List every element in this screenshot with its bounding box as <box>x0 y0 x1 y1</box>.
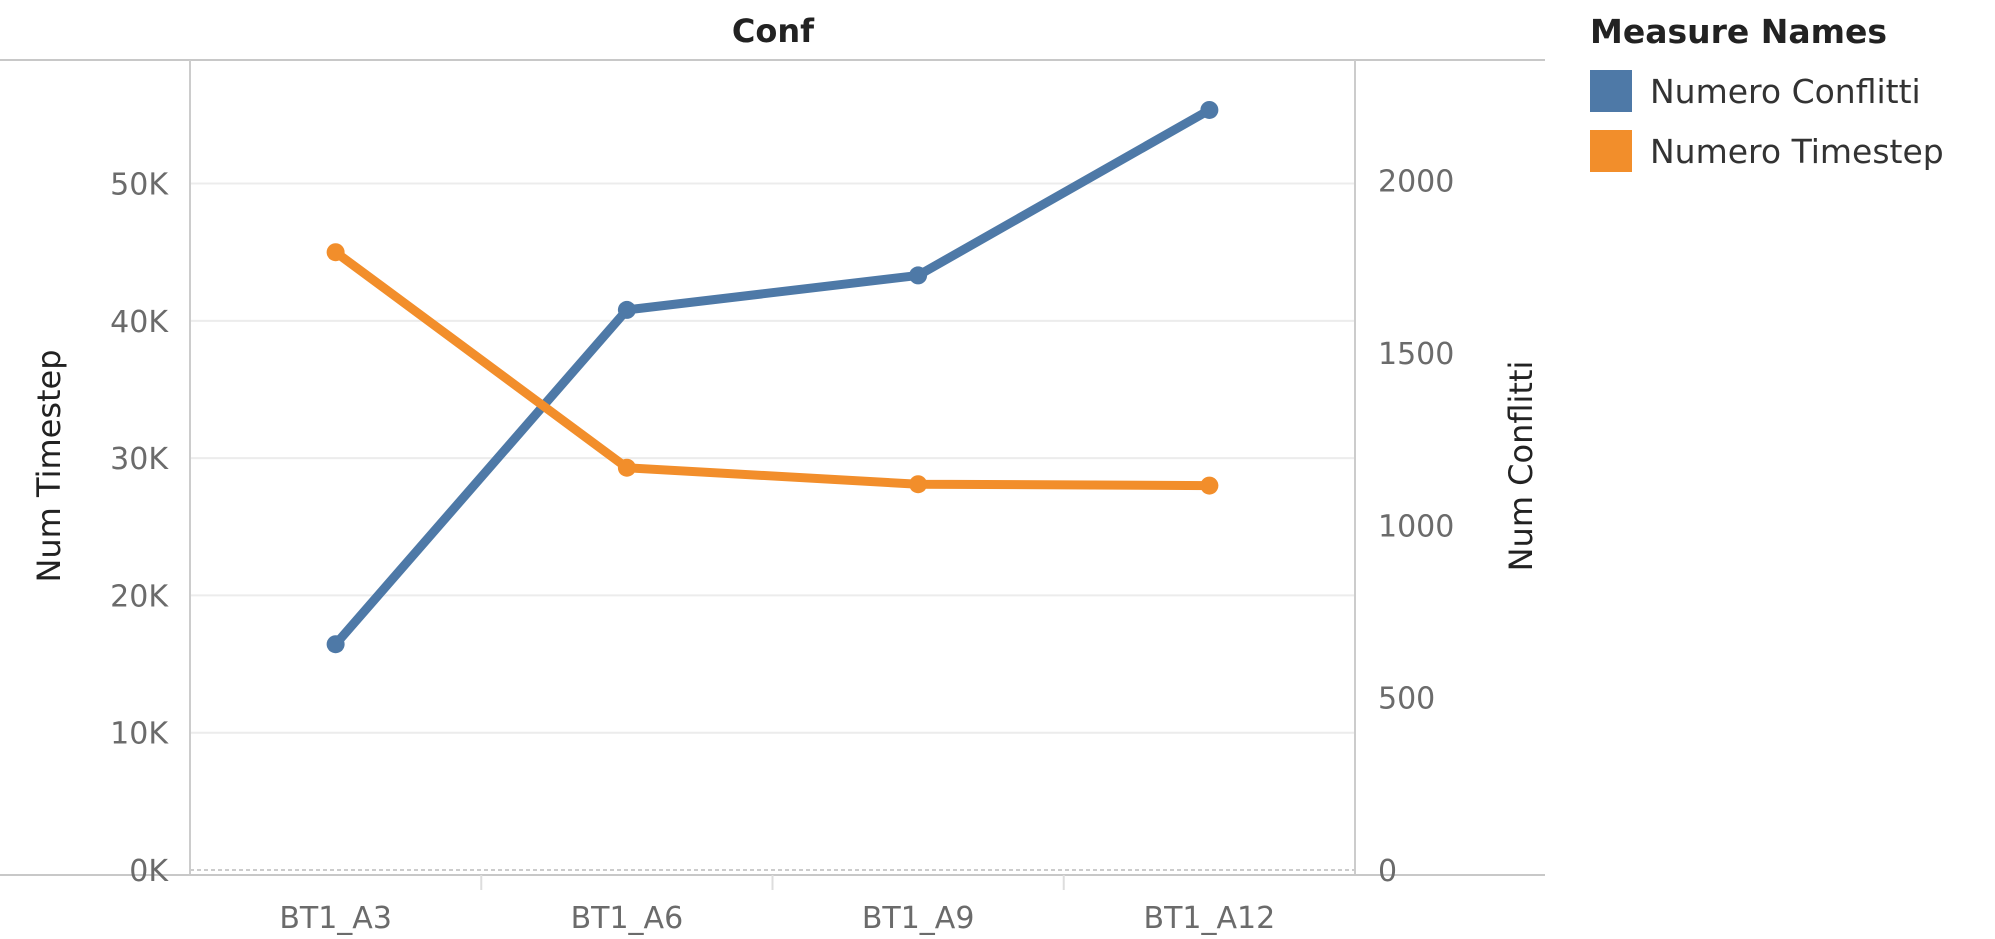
left-tick-label: 30K <box>110 442 169 477</box>
left-tick-label: 20K <box>110 579 169 614</box>
left-tick-labels: 0K 10K 20K 30K 40K 50K <box>110 168 169 889</box>
legend-item-numero-timestep[interactable]: Numero Timestep <box>1590 121 1944 181</box>
x-tick-labels: BT1_A3 BT1_A6 BT1_A9 BT1_A12 <box>279 875 1275 936</box>
x-tick-label: BT1_A3 <box>279 901 392 936</box>
x-tick-label: BT1_A9 <box>862 901 975 936</box>
series-line-numero-timestep <box>331 247 1214 491</box>
legend-swatch <box>1590 70 1632 112</box>
data-point-numero-timestep[interactable] <box>617 458 636 477</box>
left-tick-label: 50K <box>110 168 169 203</box>
right-tick-label: 1000 <box>1378 509 1454 544</box>
data-point-numero-conflitti[interactable] <box>326 635 345 654</box>
data-point-numero-timestep[interactable] <box>909 475 928 494</box>
left-axis-title: Num Timestep <box>30 349 68 582</box>
legend-label: Numero Timestep <box>1650 131 1944 171</box>
right-axis-title: Num Conflitti <box>1502 361 1540 572</box>
data-point-numero-conflitti[interactable] <box>909 266 928 285</box>
data-point-numero-conflitti[interactable] <box>617 300 636 319</box>
left-tick-label: 10K <box>110 717 169 752</box>
data-point-numero-timestep[interactable] <box>1200 476 1219 495</box>
gridlines <box>190 182 1355 734</box>
data-point-numero-conflitti[interactable] <box>1200 100 1219 119</box>
data-point-numero-timestep[interactable] <box>326 243 345 262</box>
chart-header: Conf <box>732 12 815 50</box>
x-tick-label: BT1_A6 <box>571 901 684 936</box>
right-tick-label: 1500 <box>1378 337 1454 372</box>
right-tick-label: 0 <box>1378 854 1397 889</box>
left-tick-label: 0K <box>129 854 169 889</box>
left-tick-label: 40K <box>110 305 169 340</box>
legend-swatch <box>1590 130 1632 172</box>
x-tick-label: BT1_A12 <box>1144 901 1276 936</box>
legend: Measure Names Numero Conflitti Numero Ti… <box>1590 12 1944 181</box>
right-tick-labels: 0 500 1000 1500 2000 <box>1378 165 1454 889</box>
legend-label: Numero Conflitti <box>1650 71 1921 111</box>
right-tick-label: 2000 <box>1378 165 1454 200</box>
series-layer <box>326 100 1219 654</box>
legend-item-numero-conflitti[interactable]: Numero Conflitti <box>1590 61 1944 121</box>
right-tick-label: 500 <box>1378 682 1435 717</box>
legend-title: Measure Names <box>1590 12 1888 51</box>
series-line-numero-conflitti <box>331 105 1214 649</box>
chart: Conf Num Timestep Num Conflitti 0K 10K 20K… <box>0 12 1545 936</box>
